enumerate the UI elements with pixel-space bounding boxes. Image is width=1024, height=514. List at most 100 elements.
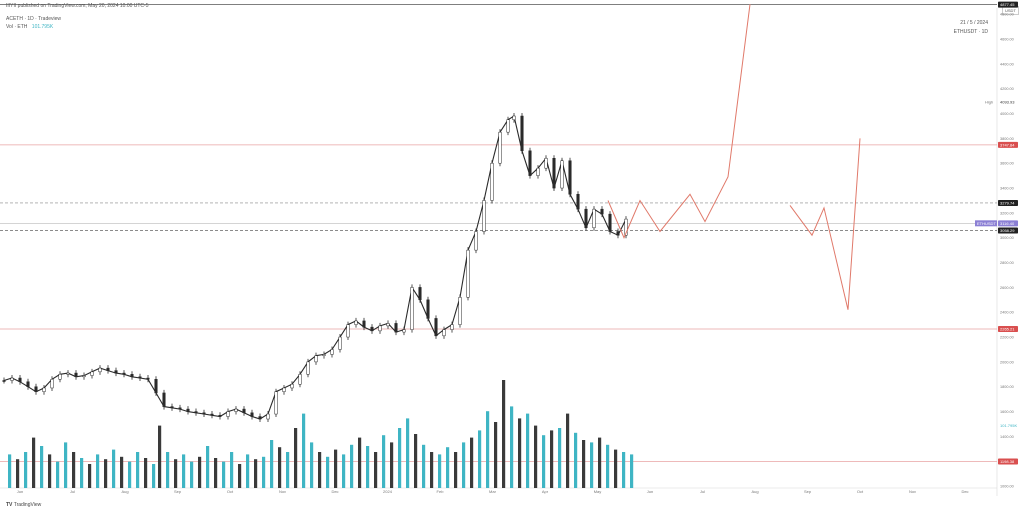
y-tick-label: 2800.00 — [1000, 261, 1014, 265]
badge-current-bg — [998, 220, 1018, 227]
candle-body — [434, 318, 438, 337]
volume-bar — [622, 452, 626, 488]
badge-dashed-lower: 3058.29 — [1000, 228, 1015, 233]
candle-body — [226, 411, 230, 417]
candle-body — [298, 374, 302, 385]
candle-body — [362, 320, 366, 328]
date-readout: 21 / 5 / 2024 — [960, 20, 988, 26]
candle-body — [442, 329, 446, 337]
candle-body — [34, 386, 38, 392]
volume-bar — [80, 458, 84, 488]
published-caption: IIIYII published on TradingView.com, May… — [6, 3, 149, 9]
candle-body — [536, 167, 540, 176]
y-tick-label: 3400.00 — [1000, 187, 1014, 191]
volume-bar — [262, 456, 266, 488]
volume-bar — [214, 458, 218, 488]
candle-body — [378, 325, 382, 332]
candle-body — [616, 231, 620, 236]
x-tick-label: Feb — [437, 489, 445, 494]
x-tick-label: Aug — [751, 489, 758, 494]
candle-body — [218, 415, 222, 417]
candle-body — [66, 372, 70, 375]
y-tick-label: 4800.00 — [1000, 13, 1014, 17]
badge-top-level-bg — [998, 1, 1018, 8]
volume-bar — [230, 452, 234, 488]
volume-bar — [598, 437, 602, 488]
x-tick-label: Dec — [961, 489, 968, 494]
candle-body — [608, 213, 612, 232]
volume-bar — [40, 446, 44, 488]
volume-bar — [374, 452, 378, 488]
volume-bar — [190, 461, 194, 488]
candle-body — [552, 157, 556, 189]
y-tick-label: 2400.00 — [1000, 311, 1014, 315]
y-tick-label: 2600.00 — [1000, 286, 1014, 290]
badge-high: 4093.93 — [1000, 99, 1015, 104]
volume-bar — [72, 452, 76, 488]
badge-red-lower: 2265.21 — [1000, 327, 1015, 332]
badge-red-upper-bg — [998, 141, 1018, 148]
current-tag: ETHUSDT — [977, 221, 996, 226]
y-tick-label: 3600.00 — [1000, 162, 1014, 166]
candle-body — [210, 413, 214, 416]
candle-body — [402, 329, 406, 333]
volume-bar — [270, 440, 274, 488]
volume-bars — [8, 380, 634, 488]
volume-bar — [566, 413, 570, 488]
volume-bar — [590, 442, 594, 488]
volume-bar — [334, 449, 338, 488]
volume-bar — [136, 452, 140, 488]
x-tick-label: Jul — [70, 489, 75, 494]
volume-bar — [278, 447, 282, 488]
volume-bar — [24, 452, 28, 488]
tradingview-logo[interactable]: TV TradingView — [6, 502, 41, 508]
horizontal-levels — [0, 4, 997, 462]
candle-body — [74, 372, 78, 378]
x-tick-label: Sep — [804, 489, 812, 494]
volume-bar — [128, 461, 132, 488]
candle-body — [394, 323, 398, 333]
brand-label: TradingView — [13, 502, 42, 508]
candle-body — [314, 355, 318, 363]
volume-bar — [558, 428, 562, 488]
badge-high-bg — [998, 98, 1018, 105]
volume-bar — [574, 432, 578, 488]
volume-bar — [390, 442, 394, 488]
volume-bar — [238, 464, 242, 488]
tv-logo-icon: TV — [6, 502, 13, 508]
candle-body — [26, 381, 30, 387]
candle-body — [258, 416, 262, 420]
volume-bar — [518, 418, 522, 488]
candle-body — [50, 379, 54, 389]
high-label: High — [985, 99, 993, 104]
candle-body — [194, 411, 198, 414]
volume-bar — [582, 440, 586, 488]
volume-bar — [550, 430, 554, 488]
volume-bar — [446, 447, 450, 488]
volume-bar — [152, 464, 156, 488]
volume-bar — [614, 449, 618, 488]
candle-body — [186, 408, 190, 412]
badge-red-upper: 3747.84 — [1000, 142, 1015, 147]
candle-body — [418, 287, 422, 301]
volume-bar — [478, 430, 482, 488]
badge-current: 3116.40 — [1000, 221, 1015, 226]
projection-path-0 — [607, 4, 751, 239]
volume-mark: 101.795K — [1000, 423, 1017, 428]
volume-bar — [104, 459, 108, 488]
volume-legend: Vol · ETH 101.795K — [6, 24, 53, 30]
x-tick-label: Apr — [542, 489, 549, 494]
candle-body — [90, 371, 94, 376]
x-tick-label: Sep — [174, 489, 182, 494]
volume-bar — [542, 435, 546, 488]
x-tick-label: Aug — [121, 489, 128, 494]
candle-body — [202, 412, 206, 415]
y-tick-label: 1400.00 — [1000, 435, 1014, 439]
candle-body — [600, 208, 604, 215]
candle-body — [146, 377, 150, 380]
candle-body — [410, 287, 414, 330]
volume-bar — [96, 454, 100, 488]
candle-body — [42, 387, 46, 392]
badge-low-volume: 1198.38 — [1000, 459, 1015, 464]
